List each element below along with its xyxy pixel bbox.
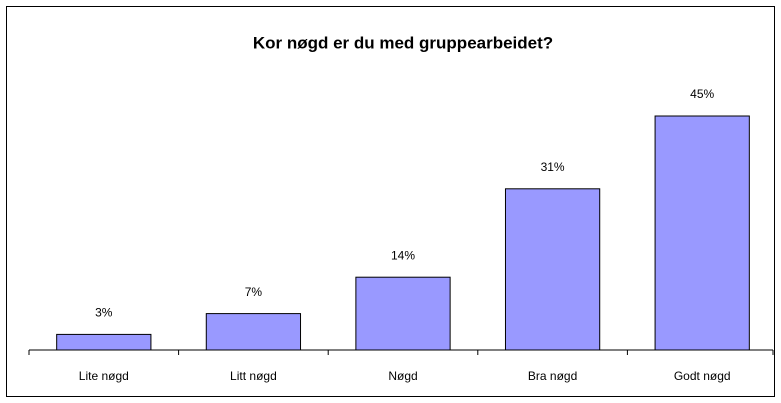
value-label: 3%: [95, 306, 113, 320]
value-label: 45%: [690, 87, 714, 101]
value-label: 14%: [391, 248, 415, 262]
value-label: 31%: [541, 160, 565, 174]
value-label: 7%: [245, 285, 263, 299]
x-tick-label: Godt nøgd: [674, 369, 731, 383]
x-tick-label: Bra nøgd: [528, 369, 577, 383]
x-tick-label: Lite nøgd: [79, 369, 129, 383]
x-tick-label: Nøgd: [388, 369, 417, 383]
bar: [504, 188, 601, 351]
bar: [56, 333, 152, 351]
bar: [205, 313, 302, 351]
bar: [355, 276, 451, 351]
chart-title: Kor nøgd er du med gruppearbeidet?: [253, 33, 553, 52]
x-tick-label: Litt nøgd: [230, 369, 277, 383]
bar: [654, 115, 750, 351]
